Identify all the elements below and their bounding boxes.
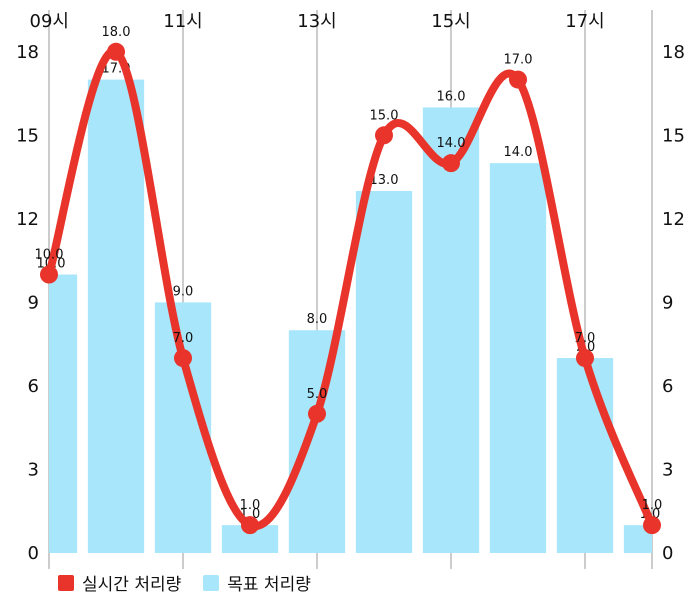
line-value-label: 18.0 [102,25,131,40]
line-value-label: 14.0 [437,136,466,151]
line-point [241,516,259,535]
line-point [174,349,192,368]
y-tick-label-left: 9 [28,292,39,313]
line-point [643,516,661,535]
y-tick-label-right: 15 [662,125,685,146]
legend-item-bar[interactable]: 목표 처리량 [203,570,311,595]
legend-swatch-bar [203,574,220,591]
line-value-label: 15.0 [370,108,399,123]
x-tick-label: 11시 [163,11,202,32]
y-tick-label-left: 0 [28,543,39,564]
y-tick-label-right: 0 [662,543,673,564]
bar [556,358,614,553]
line-point [40,265,58,284]
legend-label-line: 실시간 처리량 [82,575,182,595]
y-tick-label-left: 18 [16,42,39,63]
bar [49,274,78,553]
line-value-label: 7.0 [173,331,194,346]
x-tick-label: 09시 [30,11,69,32]
y-tick-label-left: 15 [16,125,39,146]
y-tick-label-right: 6 [662,376,673,397]
line-point [509,70,527,89]
bar-value-label: 8.0 [307,312,328,327]
x-tick-label: 15시 [431,11,470,32]
x-tick-label: 13시 [297,11,336,32]
y-tick-label-right: 12 [662,209,685,230]
y-tick-label-left: 3 [28,459,39,480]
y-tick-label-right: 18 [662,42,685,63]
y-tick-label-right: 3 [662,459,673,480]
line-series [45,47,656,531]
line-value-label: 10.0 [35,248,64,263]
line-value-label: 5.0 [307,387,328,402]
bar [489,163,547,553]
y-tick-label-right: 9 [662,292,673,313]
line-value-label: 7.0 [575,331,596,346]
y-tick-label-left: 12 [16,209,39,230]
y-tick-label-left: 6 [28,376,39,397]
bar-value-label: 16.0 [437,89,466,104]
line-point [308,404,326,423]
line-value-label: 1.0 [642,498,663,513]
legend: 실시간 처리량 목표 처리량 [58,570,311,595]
line-value-label: 1.0 [240,498,261,513]
line-point [576,349,594,368]
legend-swatch-line [58,574,74,591]
bar-value-label: 9.0 [173,284,194,299]
bar-value-label: 13.0 [370,173,399,188]
x-tick-label: 17시 [565,11,604,32]
line-point [375,126,393,145]
line-value-label: 17.0 [504,53,533,68]
legend-item-line[interactable]: 실시간 처리량 [58,570,181,595]
bar [422,107,480,553]
bar [355,191,413,553]
line-point [442,154,460,173]
legend-label-bar: 목표 처리량 [227,575,311,595]
bar-value-label: 14.0 [504,145,533,160]
line-point [107,42,125,61]
bar [288,330,346,553]
bar [87,79,145,553]
